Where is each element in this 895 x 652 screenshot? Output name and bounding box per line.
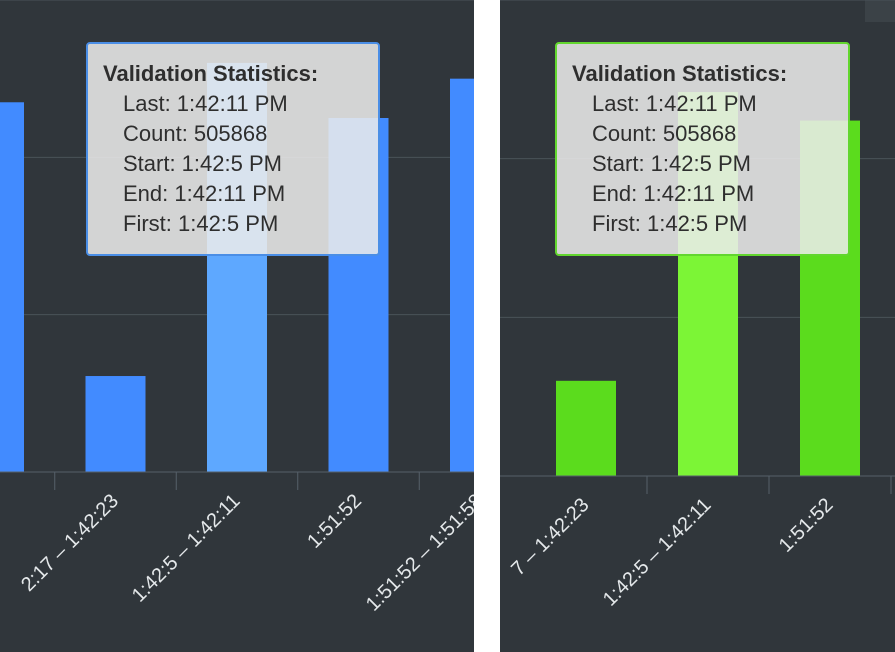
tooltip-line: Count: 505868	[123, 121, 267, 146]
tooltip-title: Validation Statistics:	[572, 61, 787, 86]
tooltip-line: First: 1:42:5 PM	[592, 211, 747, 236]
panel-icon	[865, 0, 895, 22]
chart-panel: 2:17 – 1:42:23 1:42:5 – 1:42:11 1:51:521:5…	[0, 0, 474, 652]
bar	[450, 78, 474, 473]
tooltip-line: Count: 505868	[592, 121, 736, 146]
bar	[0, 102, 24, 473]
tooltip-line: First: 1:42:5 PM	[123, 211, 278, 236]
tooltip-box	[86, 42, 380, 256]
tooltip-line: Last: 1:42:11 PM	[592, 91, 757, 116]
tooltip-line: End: 1:42:11 PM	[592, 181, 754, 206]
bar	[556, 380, 616, 476]
tooltip-box	[555, 42, 850, 256]
tooltip-line: Start: 1:42:5 PM	[592, 151, 751, 176]
tooltip-line: Last: 1:42:11 PM	[123, 91, 288, 116]
tooltip-line: Start: 1:42:5 PM	[123, 151, 282, 176]
chart-panel: 7 – 1:42:23 1:42:5 – 1:42:11 1:51:52Valida…	[500, 0, 895, 652]
tooltip-title: Validation Statistics:	[103, 61, 318, 86]
tooltip-line: End: 1:42:11 PM	[123, 181, 285, 206]
bar	[85, 376, 146, 472]
